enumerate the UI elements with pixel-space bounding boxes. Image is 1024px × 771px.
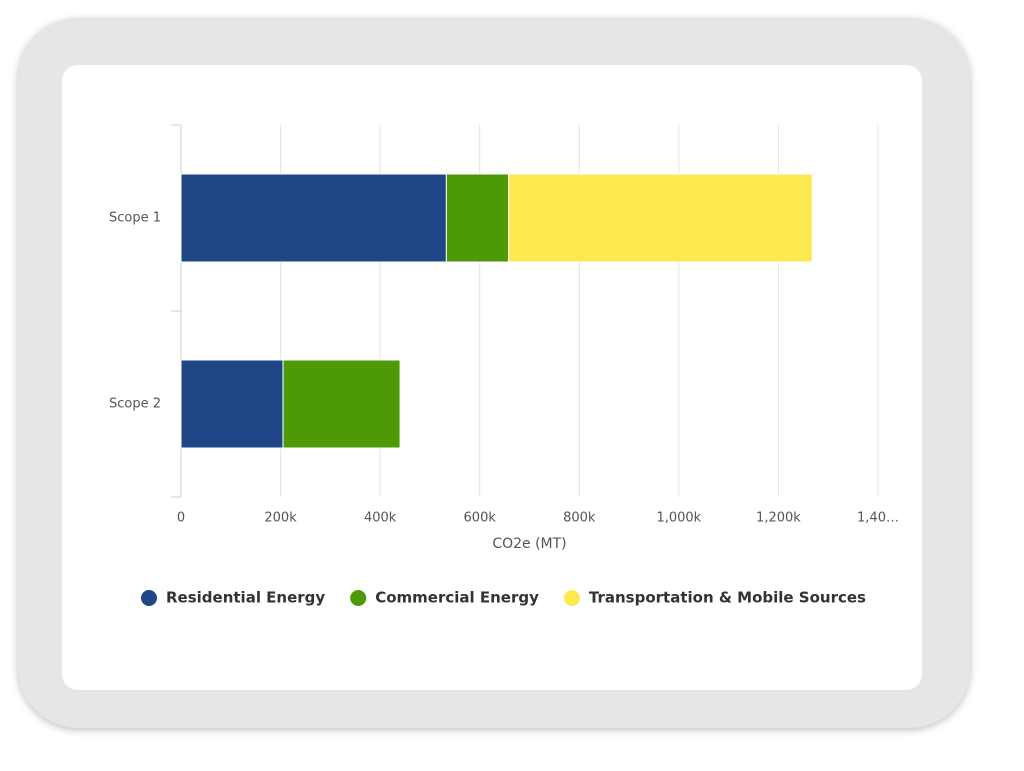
- x-tick-label: 1,000k: [656, 511, 701, 526]
- bar: [282, 359, 401, 449]
- bar: [508, 173, 813, 263]
- x-tick-label: 200k: [264, 511, 297, 526]
- legend-marker: [563, 590, 580, 606]
- x-axis-title: CO2e (MT): [492, 536, 566, 552]
- bar: [180, 359, 284, 449]
- legend-marker: [141, 590, 157, 606]
- bar: [180, 173, 447, 263]
- y-tick-label: Scope 2: [109, 397, 161, 412]
- x-tick-label: 1,200k: [756, 511, 801, 526]
- bar: [445, 173, 510, 263]
- x-tick-label: 800k: [563, 511, 596, 526]
- x-tick-label: 1,40…: [857, 511, 899, 526]
- legend-label: Residential Energy: [166, 589, 325, 607]
- legend-marker: [350, 590, 367, 606]
- y-tick-label: Scope 1: [109, 211, 161, 226]
- x-tick-label: 600k: [464, 511, 497, 526]
- legend-label: Commercial Energy: [375, 589, 539, 607]
- x-tick-label: 400k: [364, 511, 397, 526]
- x-tick-label: 0: [177, 511, 185, 526]
- legend-label: Transportation & Mobile Sources: [589, 589, 866, 607]
